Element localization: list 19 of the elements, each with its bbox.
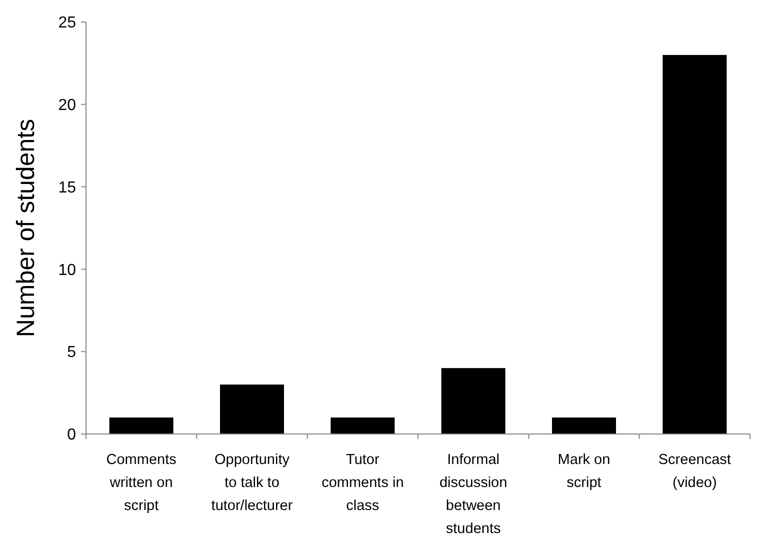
x-tick-label: Informal discussion between students [439, 452, 508, 537]
x-tick-label: Screencast (video) [658, 452, 731, 491]
y-tick-label: 0 [67, 426, 76, 444]
bar [109, 418, 174, 434]
x-tick-label: Opportunity to talk to tutor/lecturer [211, 452, 293, 514]
bar [662, 54, 727, 434]
bar [552, 418, 616, 434]
y-tick-label: 20 [58, 97, 76, 114]
y-tick-label: 5 [67, 344, 76, 362]
y-tick-label: 25 [58, 14, 76, 32]
y-tick-label: 15 [58, 179, 76, 196]
bar [330, 418, 395, 434]
x-tick-label: Mark on script [558, 452, 610, 491]
bar [220, 384, 284, 434]
bar [441, 368, 506, 434]
x-tick-label: Tutor comments in class [322, 452, 404, 514]
y-tick-label: 10 [58, 262, 76, 279]
x-tick-label: Comments written on script [106, 452, 176, 514]
y-axis-title: Number of students [12, 118, 40, 338]
